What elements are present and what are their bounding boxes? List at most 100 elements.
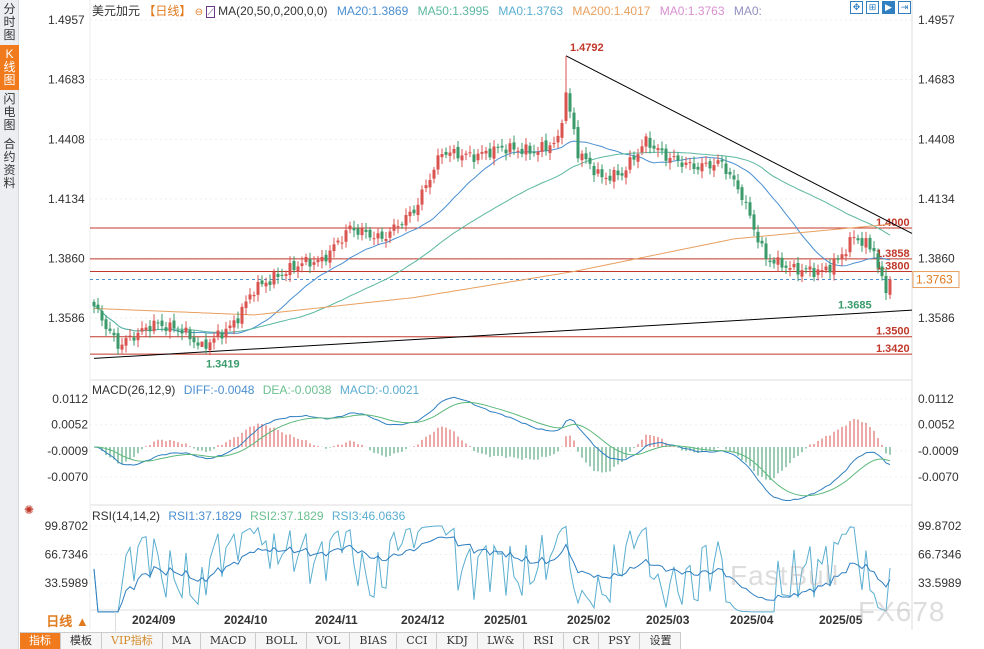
toolbar-2[interactable]: VIP指标 <box>102 633 163 649</box>
current-price-label: 1.3763 <box>916 273 953 287</box>
candle-body <box>484 150 488 154</box>
candle-body <box>556 135 560 143</box>
candle-body <box>548 145 552 154</box>
sidebar-tab-3[interactable]: 合约资料 <box>3 137 16 190</box>
candle-body <box>156 322 160 324</box>
scroll-end-icon[interactable]: ⇥ <box>898 1 911 14</box>
candle-body <box>472 154 476 162</box>
toolbar-4[interactable]: MACD <box>201 633 257 649</box>
candle-body <box>124 338 128 346</box>
play-icon[interactable]: ▶ <box>882 1 895 14</box>
candle-body <box>340 242 344 244</box>
candle-body <box>256 281 260 295</box>
rsi-settings-icon[interactable]: ✺ <box>24 503 35 517</box>
candle-body <box>756 231 760 243</box>
toolbar-12[interactable]: CR <box>564 633 600 649</box>
ma200-line <box>93 223 891 316</box>
toolbar-5[interactable]: BOLL <box>256 633 308 649</box>
toolbar-1[interactable]: 模板 <box>61 633 102 649</box>
candle-body <box>376 233 380 239</box>
macd-header: MACD(26,12,9) DIFF:-0.0048 DEA:-0.0038 M… <box>92 383 419 397</box>
candle-body <box>152 320 156 332</box>
toolbar-6[interactable]: VOL <box>307 633 351 649</box>
candle-body <box>308 259 312 267</box>
toolbar-14[interactable]: 设置 <box>640 633 682 649</box>
period-selector[interactable]: 日线 ▲ <box>20 612 116 631</box>
toolbar-0[interactable]: 指标 <box>20 633 61 649</box>
recent-low-annotation: 1.3685 <box>838 299 872 311</box>
candle-body <box>540 142 544 152</box>
candle-body <box>144 327 148 331</box>
candle-body <box>844 254 848 257</box>
candle-body <box>572 112 576 130</box>
candle-body <box>228 325 232 329</box>
candle-body <box>312 262 316 265</box>
level-label: 1.3500 <box>876 326 910 338</box>
candle-body <box>568 93 572 112</box>
chart-header: 美元加元 【日线】 ⊖ ⟋ MA(20,50,0,200,0,0) MA20:1… <box>92 2 762 19</box>
date-label: 2025/02 <box>567 613 611 627</box>
candle-body <box>492 146 496 159</box>
chart-type-icon[interactable]: ⟋ <box>206 6 215 18</box>
toolbar-13[interactable]: PSY <box>599 633 641 649</box>
ma20-line <box>93 140 891 335</box>
support-trendline <box>93 309 913 359</box>
settings-icon[interactable]: ⊖ <box>194 7 204 18</box>
candle-body <box>744 201 748 203</box>
candle-body <box>296 266 300 273</box>
candle-body <box>240 306 244 324</box>
candle-body <box>752 214 756 230</box>
zoom-icon[interactable]: ⊞ <box>866 1 879 14</box>
candle-body <box>204 339 208 349</box>
candle-body <box>496 146 500 148</box>
sidebar-tab-0[interactable]: 分时图 <box>3 2 16 42</box>
candle-body <box>504 149 508 154</box>
candle-body <box>300 263 304 266</box>
candle-body <box>92 301 96 307</box>
candle-body <box>720 159 724 162</box>
candle-body <box>116 333 120 349</box>
macd-label: MACD(26,12,9) <box>92 383 176 397</box>
price-tick-left: 1.4408 <box>48 132 85 146</box>
crosshair-icon[interactable]: ✥ <box>850 1 863 14</box>
candle-body <box>160 320 164 327</box>
candle-body <box>260 280 264 285</box>
sidebar-tab-2[interactable]: 闪电图 <box>3 92 16 132</box>
candle-body <box>480 151 484 154</box>
candle-body <box>208 342 212 351</box>
toolbar-10[interactable]: LW& <box>478 633 525 649</box>
macd-diff: DIFF:-0.0048 <box>183 383 255 397</box>
candle-body <box>364 229 368 232</box>
rsi-tick-right: 99.8702 <box>918 519 962 533</box>
candle-body <box>792 263 796 268</box>
toolbar-8[interactable]: CCI <box>397 633 438 649</box>
candle-body <box>224 328 228 338</box>
candle-body <box>544 140 548 151</box>
candle-body <box>576 126 580 159</box>
candle-body <box>724 163 728 174</box>
toolbar-7[interactable]: BIAS <box>350 633 398 649</box>
ma50-value: MA50:1.3995 <box>417 4 489 18</box>
candle-body <box>268 281 272 285</box>
date-label: 2024/10 <box>224 613 268 627</box>
candle-body <box>320 256 324 262</box>
candle-body <box>508 143 512 153</box>
toolbar-3[interactable]: MA <box>163 633 201 649</box>
candle-body <box>476 153 480 161</box>
candle-body <box>864 238 868 248</box>
candle-body <box>100 310 104 321</box>
candle-body <box>252 294 256 297</box>
candle-body <box>316 259 320 263</box>
candle-body <box>824 266 828 271</box>
candle-body <box>188 329 192 340</box>
rsi3-line <box>93 525 891 613</box>
high-annotation: 1.4792 <box>570 42 604 54</box>
toolbar-11[interactable]: RSI <box>524 633 564 649</box>
toolbar-9[interactable]: KDJ <box>437 633 478 649</box>
candle-body <box>468 152 472 154</box>
macd-tick-right: -0.0070 <box>918 470 959 484</box>
candle-body <box>220 332 224 339</box>
candle-body <box>828 264 832 273</box>
